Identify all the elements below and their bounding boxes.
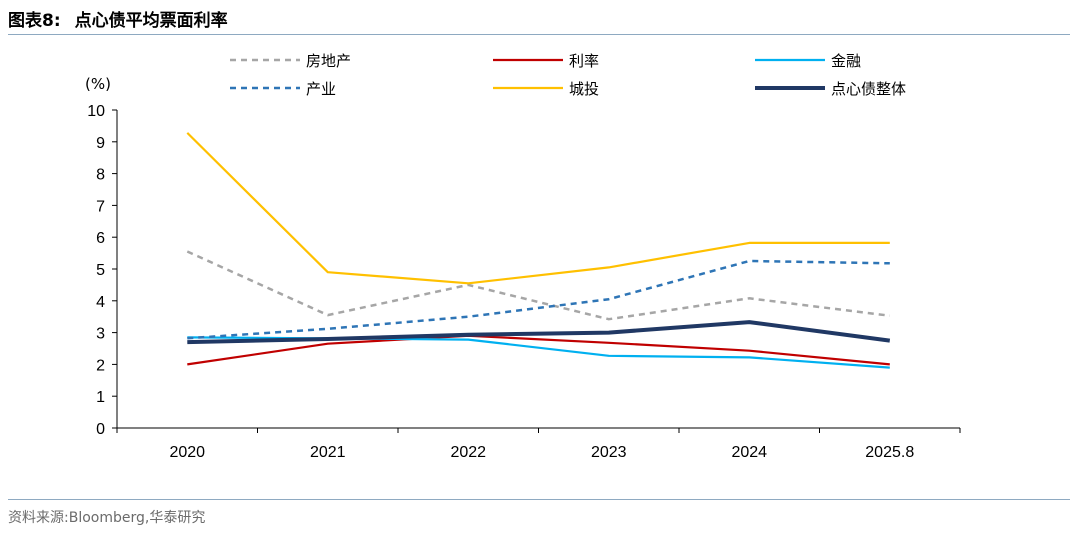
- series-line-4: [187, 259, 890, 340]
- legend-label: 点心债整体: [831, 80, 906, 98]
- series-line-5: [186, 132, 890, 285]
- legend-label: 利率: [569, 52, 599, 70]
- x-tick-label: 2023: [591, 444, 627, 461]
- series-line-3: [187, 336, 890, 369]
- y-tick-label: 1: [96, 389, 105, 406]
- y-tick-label: 9: [96, 135, 105, 152]
- legend-label: 房地产: [306, 52, 351, 70]
- y-tick-label: 5: [96, 262, 105, 279]
- y-tick-label: 3: [96, 326, 105, 343]
- x-tick-label: 2024: [731, 444, 767, 461]
- y-tick-label: 6: [96, 230, 105, 247]
- y-tick-label: 8: [96, 167, 105, 184]
- y-tick-label: 7: [96, 198, 105, 215]
- axes: 0 1 2 3 4 5 6 7 8 9 10 2020 2021 2022 2023 2024 2025.8: [87, 103, 961, 461]
- x-tick-label: 2020: [169, 444, 205, 461]
- y-tick-label: 4: [96, 294, 105, 311]
- series-line-1: [186, 250, 890, 321]
- y-axis-unit-label: (%): [85, 75, 111, 93]
- legend-label: 产业: [306, 80, 336, 98]
- source-note: 资料来源:Bloomberg,华泰研究: [8, 510, 206, 526]
- series-line-6: [187, 320, 891, 345]
- x-tick-label: 2022: [450, 444, 486, 461]
- bottom-rule: [8, 499, 1070, 500]
- legend-label: 金融: [831, 52, 861, 70]
- figure-title: 图表8: 点心债平均票面利率: [8, 6, 228, 31]
- figure-label: 图表8:: [8, 11, 61, 31]
- top-rule: [8, 34, 1070, 35]
- y-tick-label: 0: [96, 421, 105, 438]
- series-layer: [186, 132, 891, 369]
- x-tick-label: 2021: [310, 444, 346, 461]
- y-tick-label: 10: [87, 103, 105, 120]
- series-line-2: [187, 334, 890, 366]
- y-tick-label: 2: [96, 357, 105, 374]
- legend-label: 城投: [569, 80, 599, 98]
- x-tick-label: 2025.8: [865, 444, 914, 461]
- figure-title-text: 点心债平均票面利率: [74, 11, 228, 31]
